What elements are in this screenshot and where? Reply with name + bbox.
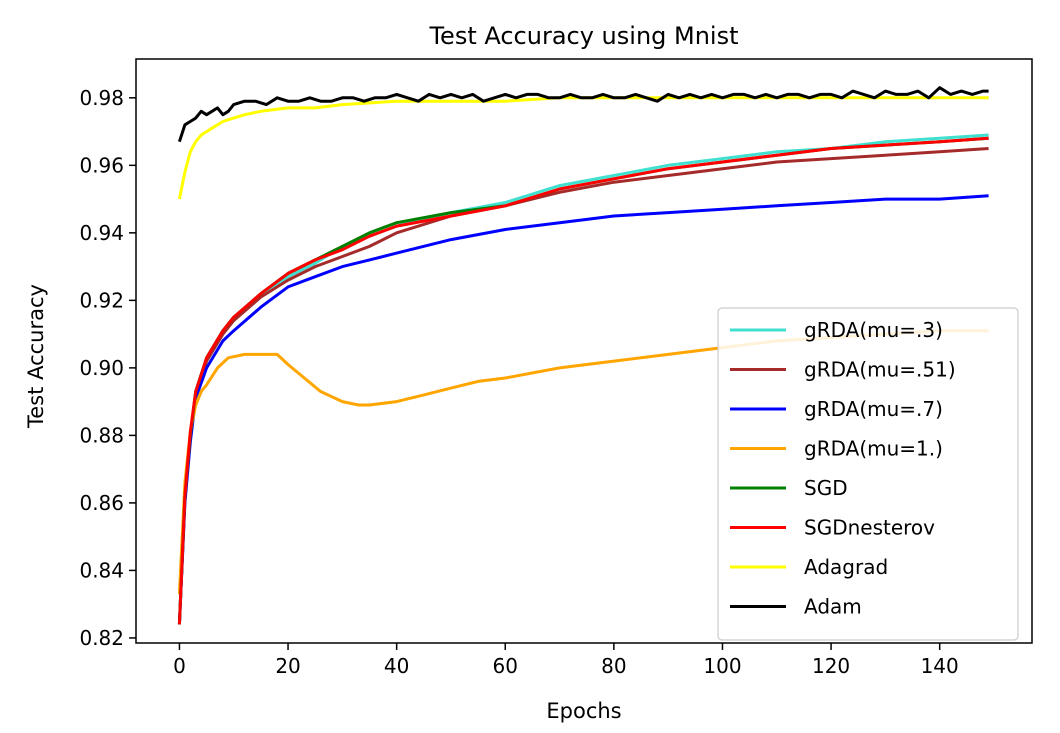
plot-lines [177,86,989,625]
y-tick-label: 0.86 [79,491,124,515]
y-tick-label: 0.96 [79,153,124,177]
y-tick-label: 0.94 [79,221,124,245]
x-tick-label: 60 [493,654,518,678]
y-tick-label: 0.98 [79,86,124,110]
y-tick-label: 0.84 [79,558,124,582]
y-tick-label: 0.92 [79,288,124,312]
chart-title: Test Accuracy using Mnist [428,22,738,50]
plot-frame [135,58,1033,644]
y-tick-label: 0.88 [79,423,124,447]
x-tick-label: 0 [173,654,186,678]
y-axis-ticks: 0.82 0.84 0.86 0.88 0.90 0.92 0.94 0.96 0.98 [79,86,136,650]
legend-label: gRDA(mu=.51) [804,358,956,382]
series-line-7 [177,86,989,143]
legend-box [717,307,1019,641]
series-line-5 [177,136,989,625]
series-line-2 [177,194,989,625]
legend-label: SGDnesterov [804,516,935,540]
legend-label: gRDA(mu=.7) [804,397,943,421]
legend-label: SGD [804,476,848,500]
legend-label: gRDA(mu=1.) [804,437,943,461]
legend-label: Adam [804,595,862,619]
x-tick-label: 20 [275,654,300,678]
x-tick-label: 80 [601,654,626,678]
legend-label: gRDA(mu=.3) [804,318,943,342]
legend: gRDA(mu=.3) gRDA(mu=.51) gRDA(mu=.7) gRDA(m… [717,307,1019,641]
x-tick-label: 120 [812,654,850,678]
x-axis-label: Epochs [546,699,621,723]
y-tick-label: 0.90 [79,356,124,380]
x-tick-label: 100 [703,654,741,678]
x-tick-label: 140 [921,654,959,678]
x-tick-label: 40 [384,654,409,678]
x-axis-ticks: 0 20 40 60 80 100 120 140 [173,643,959,678]
legend-label: Adagrad [804,555,888,579]
y-tick-label: 0.82 [79,626,124,650]
y-axis-label: Test Accuracy [24,284,48,429]
